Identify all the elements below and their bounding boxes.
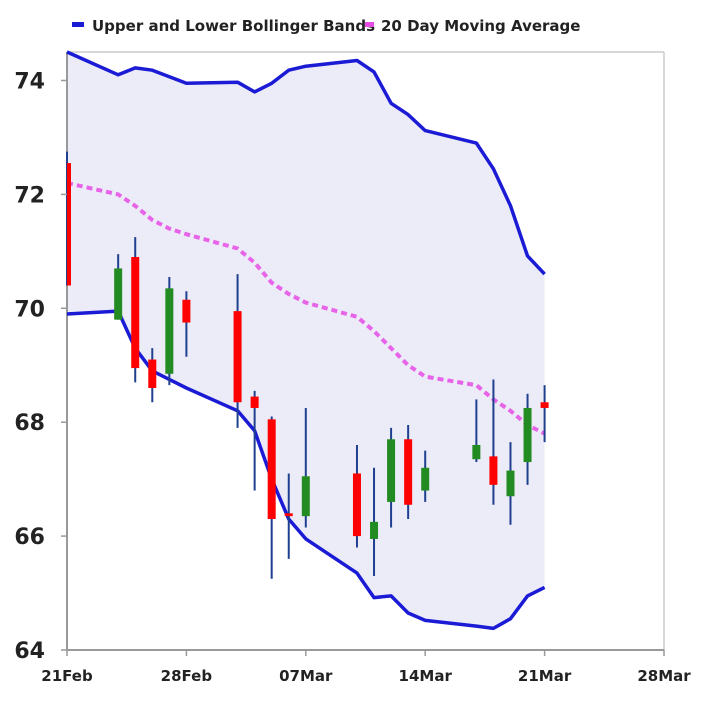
candle [352,444,361,548]
candle [182,291,191,357]
legend: Upper and Lower Bollinger Bands 20 Day M… [72,17,580,35]
x-tick-label: 21Mar [518,667,572,685]
legend-label-bands: Upper and Lower Bollinger Bands [92,17,375,35]
candle-body [301,476,310,517]
x-tick-label: 28Feb [161,667,213,685]
lower-band-line [66,309,546,631]
candle-body [250,396,259,408]
candle [233,274,242,428]
candle-body [267,419,276,520]
y-tick-label: 64 [14,639,45,664]
candle [165,276,174,386]
candle [301,407,310,528]
candle-body [387,439,396,502]
x-tick-label: 28Mar [637,667,691,685]
candle-body [506,470,515,497]
candle-body [523,407,532,463]
candle [250,390,259,491]
legend-label-moving-average: 20 Day Moving Average [381,17,580,35]
candle-body [472,444,481,460]
candle [148,348,157,403]
candle [66,151,71,286]
candle-body [131,257,140,369]
x-tick-label: 07Mar [279,667,333,685]
candle [421,450,430,502]
x-axis-ticks: 21Feb 28Feb 07Mar 14Mar 21Mar 28Mar [41,650,691,685]
candle-body [421,467,430,491]
y-tick-label: 68 [14,411,45,436]
candle-body [182,299,191,323]
candle-body [165,288,174,374]
candle-body [540,402,549,408]
candle [267,416,276,579]
candle [131,237,140,383]
candle [404,425,413,520]
y-tick-label: 70 [14,297,45,322]
candle [284,473,293,559]
candle-body [114,268,123,320]
candle [506,442,515,525]
y-axis-ticks: 64 66 68 70 72 74 [14,69,67,664]
candles [66,151,549,579]
y-tick-label: 74 [14,69,45,94]
candle-body [67,163,71,286]
candle-body [404,439,413,505]
candle-body [284,513,293,517]
candle-body [148,359,157,389]
y-tick-label: 66 [14,525,45,550]
candle-body [233,311,242,403]
candle [370,467,379,576]
y-tick-label: 72 [14,183,45,208]
candle [523,393,532,485]
plot-area: 64 66 68 70 72 74 21Feb 28Feb 07Mar 14Mar 21Mar 28… [14,50,691,685]
legend-swatch-bands [72,22,84,27]
candle [472,399,481,463]
legend-swatch-moving-average [365,22,374,27]
x-tick-label: 21Feb [41,667,93,685]
upper-band-line [66,50,546,276]
candle [114,254,123,320]
candle-body [489,456,498,485]
x-tick-label: 14Mar [399,667,453,685]
moving-average-line [66,181,546,436]
candle [387,427,396,528]
candle-body [352,473,361,537]
candle [540,385,549,443]
candle [489,379,498,505]
candle-body [370,521,379,539]
